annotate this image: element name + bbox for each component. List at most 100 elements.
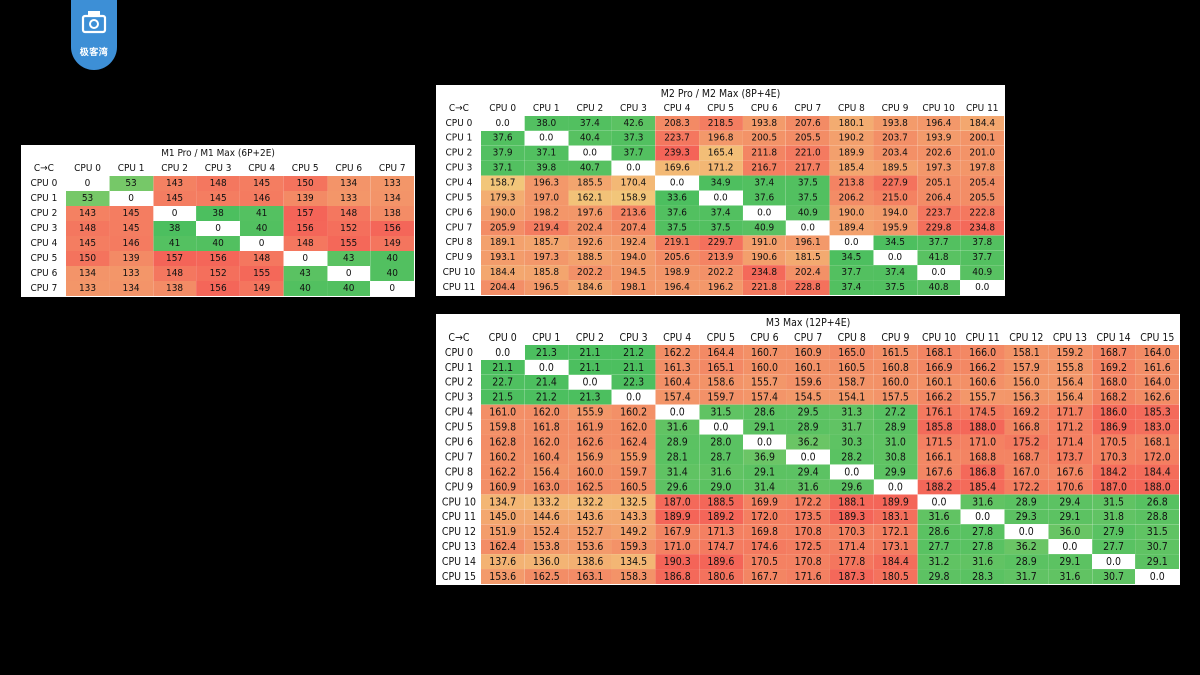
latency-cell: 0.0 bbox=[742, 205, 787, 221]
latency-cell: 189.9 bbox=[829, 145, 874, 161]
row-header: CPU 14 bbox=[437, 554, 481, 570]
logo-text: 极客湾 bbox=[79, 48, 109, 58]
latency-cell: 166.0 bbox=[960, 344, 1005, 360]
latency-cell: 169.9 bbox=[742, 494, 787, 510]
latency-cell: 0.0 bbox=[1048, 539, 1092, 555]
latency-cell: 28.9 bbox=[655, 434, 700, 450]
table-row: CPU 3 148 145 38 0 40 156 152 156 bbox=[22, 221, 415, 236]
column-header: CPU 1 bbox=[109, 161, 153, 176]
row-header: CPU 1 bbox=[22, 191, 66, 206]
latency-cell: 193.8 bbox=[742, 115, 787, 131]
latency-cell: 53 bbox=[65, 191, 110, 206]
latency-cell: 28.1 bbox=[655, 449, 700, 465]
latency-cell: 196.4 bbox=[655, 280, 699, 295]
latency-cell: 33.6 bbox=[655, 190, 699, 206]
latency-cell: 132.2 bbox=[568, 494, 612, 510]
latency-cell: 172.5 bbox=[786, 539, 830, 555]
latency-cell: 0.0 bbox=[568, 374, 612, 390]
latency-cell: 156.9 bbox=[568, 449, 612, 465]
table-row: CPU 1 37.6 0.0 40.4 37.3 223.7 196.8 200.5 205.5… bbox=[437, 130, 1005, 146]
latency-cell: 202.4 bbox=[786, 265, 830, 281]
latency-cell: 149.2 bbox=[611, 524, 656, 540]
latency-cell: 31.7 bbox=[829, 419, 874, 435]
latency-cell: 172.0 bbox=[1135, 449, 1180, 465]
latency-cell: 159.6 bbox=[786, 374, 830, 390]
row-header: CPU 13 bbox=[437, 539, 481, 555]
latency-cell: 202.2 bbox=[568, 265, 612, 281]
latency-cell: 0.0 bbox=[1004, 524, 1049, 540]
row-header: CPU 3 bbox=[437, 389, 481, 405]
latency-cell: 37.5 bbox=[655, 220, 699, 236]
latency-cell: 173.7 bbox=[1048, 449, 1092, 465]
latency-cell: 221.0 bbox=[786, 145, 830, 161]
column-header: CPU 7 bbox=[786, 329, 830, 345]
latency-cell: 134 bbox=[370, 191, 415, 206]
latency-cell: 143 bbox=[65, 206, 110, 221]
latency-cell: 0.0 bbox=[873, 250, 917, 266]
latency-cell: 144.6 bbox=[524, 509, 569, 525]
latency-cell: 157 bbox=[283, 206, 327, 221]
latency-cell: 143 bbox=[152, 176, 197, 191]
latency-cell: 139 bbox=[283, 191, 327, 206]
latency-cell: 40 bbox=[283, 281, 327, 296]
latency-cell: 151.9 bbox=[480, 524, 525, 540]
table-row: CPU 8 189.1 185.7 192.6 192.4 219.1 229.7 191.0… bbox=[437, 235, 1005, 251]
latency-cell: 174.5 bbox=[960, 404, 1005, 420]
latency-cell: 37.8 bbox=[960, 235, 1005, 251]
latency-cell: 29.4 bbox=[786, 464, 830, 480]
latency-cell: 31.6 bbox=[655, 419, 700, 435]
latency-cell: 21.1 bbox=[568, 359, 612, 375]
latency-cell: 171.2 bbox=[1048, 419, 1092, 435]
latency-cell: 165.0 bbox=[829, 344, 874, 360]
latency-cell: 148 bbox=[152, 266, 197, 281]
latency-cell: 160.4 bbox=[655, 374, 700, 390]
latency-cell: 198.2 bbox=[524, 205, 569, 221]
latency-cell: 162.0 bbox=[524, 434, 569, 450]
latency-cell: 163.1 bbox=[568, 569, 612, 584]
latency-cell: 0.0 bbox=[524, 359, 569, 375]
latency-cell: 137.6 bbox=[480, 554, 525, 570]
latency-cell: 168.7 bbox=[1091, 344, 1136, 360]
latency-cell: 184.4 bbox=[1135, 464, 1180, 480]
table-row: CPU 5 150 139 157 156 148 0 43 40 bbox=[22, 251, 415, 266]
latency-cell: 152.4 bbox=[524, 524, 569, 540]
latency-cell: 42.6 bbox=[611, 115, 656, 131]
latency-cell: 0.0 bbox=[786, 449, 830, 465]
latency-cell: 40 bbox=[239, 221, 284, 236]
table-row: CPU 3 37.1 39.8 40.7 0.0 169.6 171.2 216.7 217.7… bbox=[437, 160, 1005, 176]
row-header: CPU 10 bbox=[437, 494, 481, 510]
column-header: CPU 6 bbox=[742, 100, 787, 116]
latency-cell: 157.5 bbox=[873, 389, 918, 405]
latency-cell: 0.0 bbox=[873, 479, 918, 495]
latency-cell: 193.1 bbox=[480, 250, 525, 266]
latency-cell: 188.5 bbox=[568, 250, 612, 266]
latency-cell: 205.4 bbox=[960, 175, 1005, 191]
latency-cell: 161.9 bbox=[568, 419, 612, 435]
column-header: CPU 6 bbox=[742, 329, 787, 345]
latency-cell: 172.1 bbox=[873, 524, 918, 540]
latency-cell: 160.1 bbox=[917, 374, 961, 390]
latency-cell: 171.4 bbox=[829, 539, 874, 555]
column-header: CPU 4 bbox=[655, 100, 699, 116]
latency-cell: 197.3 bbox=[524, 250, 569, 266]
latency-cell: 189.1 bbox=[480, 235, 525, 251]
latency-cell: 27.7 bbox=[917, 539, 961, 555]
latency-cell: 41 bbox=[239, 206, 284, 221]
latency-cell: 184.4 bbox=[960, 115, 1005, 131]
latency-cell: 31.5 bbox=[1091, 494, 1136, 510]
latency-cell: 34.9 bbox=[698, 175, 743, 191]
latency-cell: 171.2 bbox=[698, 160, 743, 176]
latency-cell: 155.7 bbox=[960, 389, 1005, 405]
latency-cell: 190.0 bbox=[829, 205, 874, 221]
latency-cell: 134.7 bbox=[480, 494, 525, 510]
latency-cell: 164.4 bbox=[699, 344, 743, 360]
latency-cell: 31.6 bbox=[699, 464, 743, 480]
latency-cell: 166.9 bbox=[917, 359, 961, 375]
latency-cell: 194.0 bbox=[611, 250, 656, 266]
latency-cell: 190.2 bbox=[829, 130, 874, 146]
latency-cell: 213.6 bbox=[611, 205, 656, 221]
latency-cell: 155 bbox=[326, 236, 371, 251]
column-header: CPU 4 bbox=[655, 329, 700, 345]
row-header: CPU 9 bbox=[437, 479, 481, 495]
row-header: CPU 6 bbox=[22, 266, 66, 281]
